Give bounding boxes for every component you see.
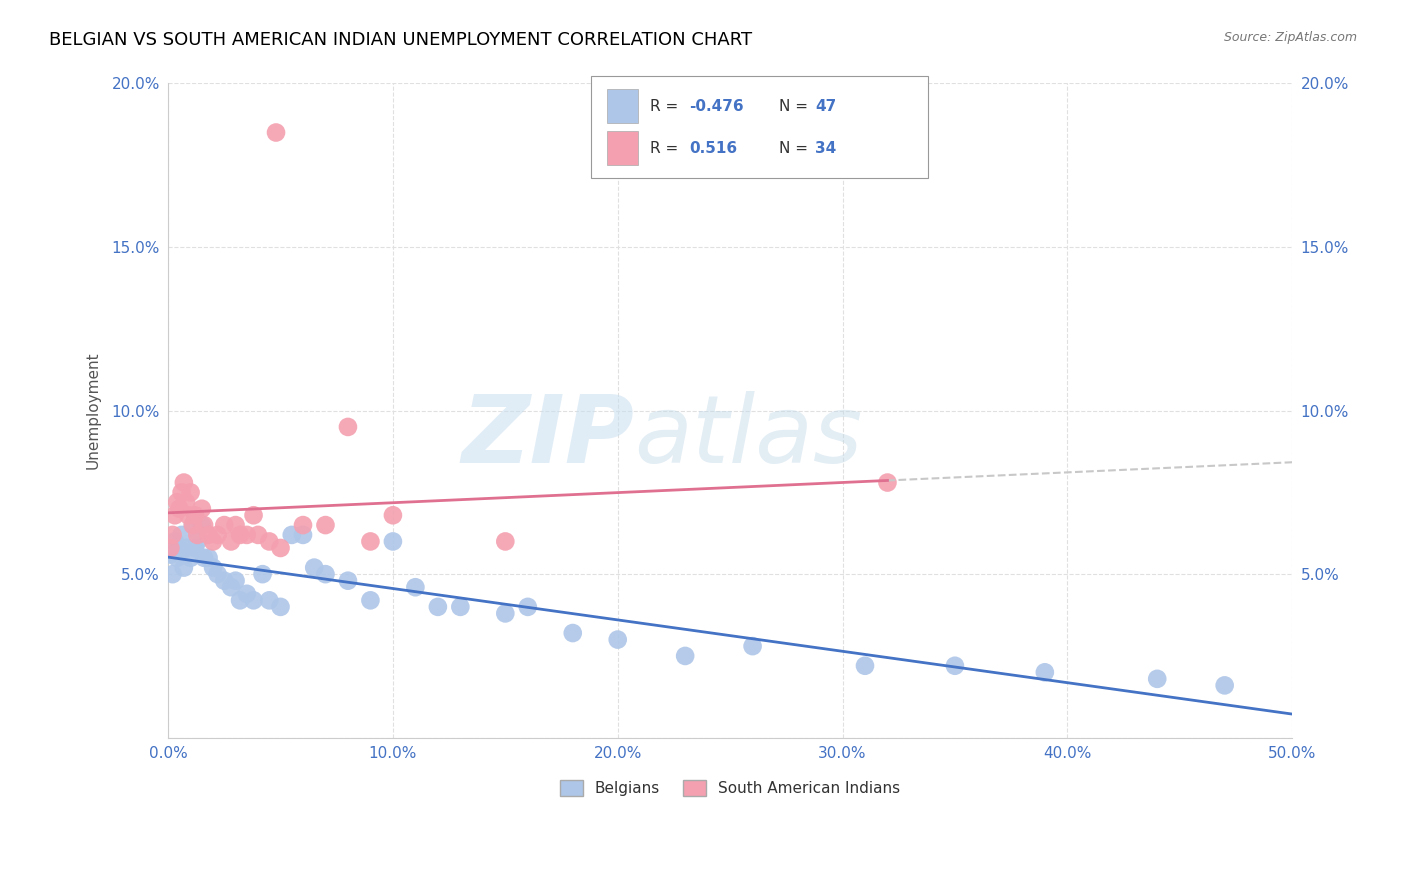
Point <box>170 485 193 500</box>
Point <box>197 528 219 542</box>
Text: N =: N = <box>779 99 813 113</box>
Point <box>236 528 259 542</box>
Point <box>191 501 214 516</box>
Point <box>876 475 898 490</box>
Point <box>561 626 583 640</box>
Text: R =: R = <box>650 99 683 113</box>
Legend: Belgians, South American Indians: Belgians, South American Indians <box>554 774 907 802</box>
Point <box>169 501 191 516</box>
Point <box>359 534 381 549</box>
Point <box>181 518 204 533</box>
Point <box>174 541 197 555</box>
Point <box>173 560 195 574</box>
Point <box>225 574 247 588</box>
Point <box>170 528 193 542</box>
Point <box>741 639 763 653</box>
Point <box>314 518 336 533</box>
Point <box>159 541 181 555</box>
Point <box>1033 665 1056 680</box>
Point <box>193 550 215 565</box>
Point <box>184 508 207 523</box>
Point <box>219 580 242 594</box>
Point <box>193 518 215 533</box>
Point <box>184 541 207 555</box>
Point <box>166 495 188 509</box>
Point <box>202 560 225 574</box>
Point <box>177 508 200 523</box>
Point <box>336 574 359 588</box>
Point <box>229 593 252 607</box>
Point <box>191 518 214 533</box>
Point <box>219 534 242 549</box>
Point <box>381 508 404 523</box>
Text: BELGIAN VS SOUTH AMERICAN INDIAN UNEMPLOYMENT CORRELATION CHART: BELGIAN VS SOUTH AMERICAN INDIAN UNEMPLO… <box>49 31 752 49</box>
Point <box>449 599 471 614</box>
Y-axis label: Unemployment: Unemployment <box>86 351 100 469</box>
Point <box>292 528 315 542</box>
Point <box>214 574 236 588</box>
Point <box>302 560 325 574</box>
Point <box>173 475 195 490</box>
Point <box>494 607 516 621</box>
Text: 34: 34 <box>815 141 837 155</box>
Point <box>242 508 264 523</box>
Point <box>259 593 281 607</box>
Point <box>381 534 404 549</box>
Point <box>252 567 274 582</box>
Point <box>162 528 184 542</box>
Text: 47: 47 <box>815 99 837 113</box>
Point <box>236 587 259 601</box>
Point <box>202 534 225 549</box>
Point <box>180 485 202 500</box>
Point <box>270 599 292 614</box>
Point <box>943 658 966 673</box>
Point <box>225 518 247 533</box>
Point <box>494 534 516 549</box>
Point <box>673 648 696 663</box>
Point <box>853 658 876 673</box>
Point <box>186 534 208 549</box>
Point <box>1146 672 1168 686</box>
Point <box>180 550 202 565</box>
Point <box>166 550 188 565</box>
Text: Source: ZipAtlas.com: Source: ZipAtlas.com <box>1223 31 1357 45</box>
Text: atlas: atlas <box>634 392 863 483</box>
Point <box>229 528 252 542</box>
Point <box>159 548 181 562</box>
Point <box>174 495 197 509</box>
Point <box>247 528 270 542</box>
Point <box>426 599 449 614</box>
Point <box>207 567 229 582</box>
Text: R =: R = <box>650 141 683 155</box>
Point <box>336 420 359 434</box>
Point <box>1213 678 1236 692</box>
Text: -0.476: -0.476 <box>689 99 744 113</box>
Text: N =: N = <box>779 141 813 155</box>
Point <box>163 534 186 549</box>
Point <box>270 541 292 555</box>
Point <box>214 518 236 533</box>
Point <box>181 518 204 533</box>
Point <box>281 528 304 542</box>
Point <box>292 518 315 533</box>
Point <box>242 593 264 607</box>
Point <box>207 528 229 542</box>
Point <box>169 541 191 555</box>
Point <box>606 632 628 647</box>
Text: ZIP: ZIP <box>461 391 634 483</box>
Point <box>314 567 336 582</box>
Point <box>359 593 381 607</box>
Point <box>163 508 186 523</box>
Point <box>516 599 538 614</box>
Point <box>259 534 281 549</box>
Point <box>264 126 287 140</box>
Point <box>197 550 219 565</box>
Point <box>162 567 184 582</box>
Point <box>186 528 208 542</box>
Point <box>404 580 426 594</box>
Text: 0.516: 0.516 <box>689 141 737 155</box>
